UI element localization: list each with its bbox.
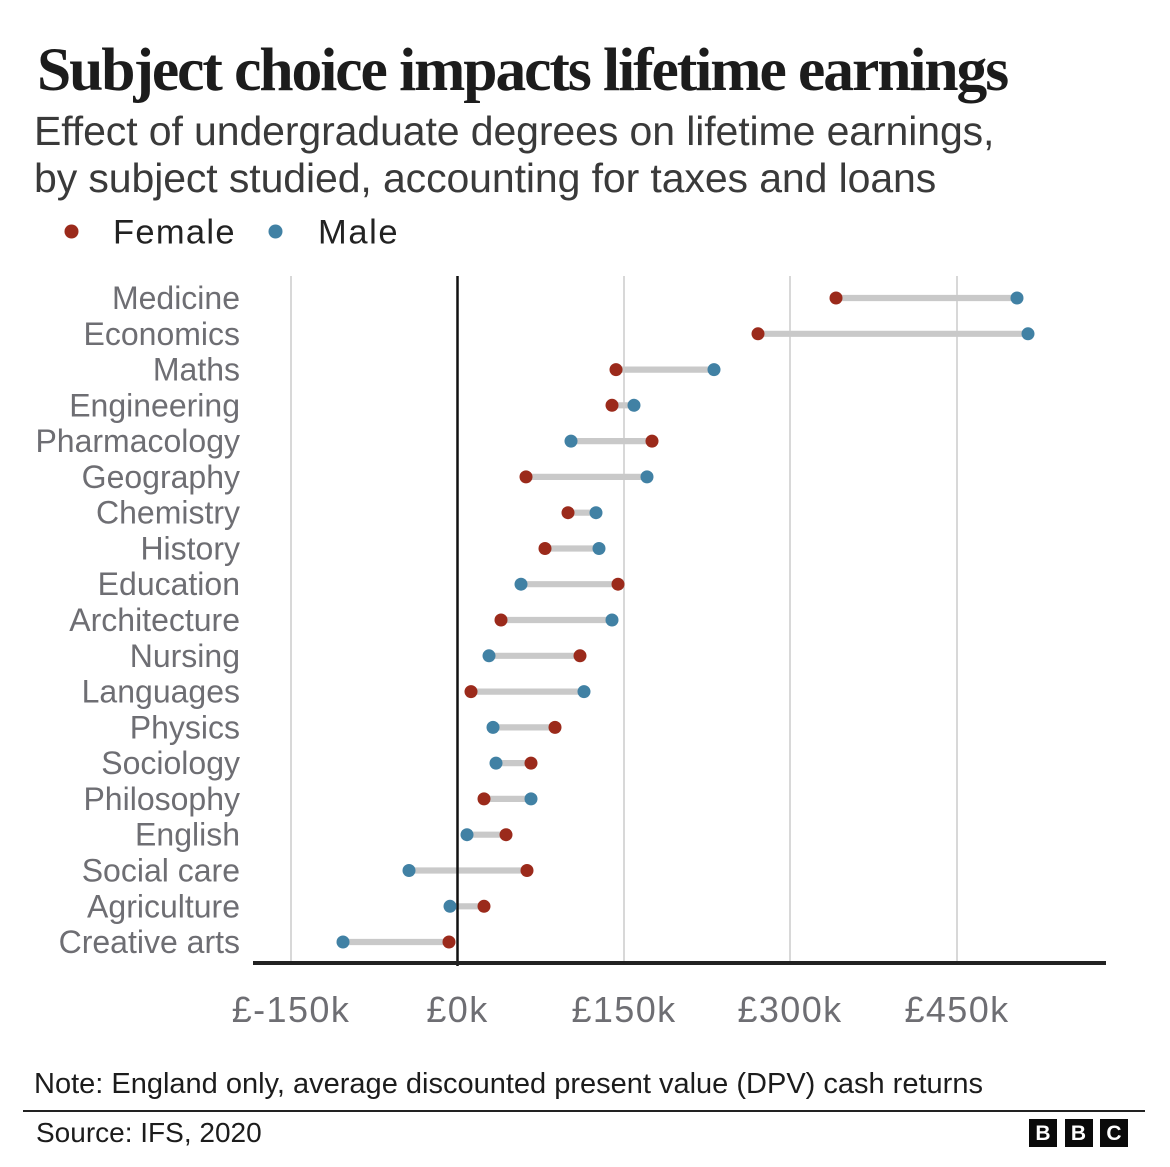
svg-text:Geography: Geography bbox=[82, 459, 240, 495]
svg-text:Creative arts: Creative arts bbox=[59, 924, 240, 960]
svg-text:Agriculture: Agriculture bbox=[87, 888, 240, 924]
svg-text:Maths: Maths bbox=[153, 352, 240, 388]
svg-text:£150k: £150k bbox=[571, 989, 676, 1030]
svg-text:Social care: Social care bbox=[82, 853, 240, 889]
svg-text:Medicine: Medicine bbox=[112, 280, 240, 316]
svg-text:Nursing: Nursing bbox=[130, 638, 240, 674]
svg-text:Languages: Languages bbox=[82, 674, 240, 710]
svg-text:£450k: £450k bbox=[904, 989, 1009, 1030]
svg-text:Architecture: Architecture bbox=[69, 602, 240, 638]
svg-text:Education: Education bbox=[98, 566, 240, 602]
svg-text:£-150k: £-150k bbox=[232, 989, 350, 1030]
svg-text:History: History bbox=[140, 531, 240, 567]
svg-text:Male: Male bbox=[318, 214, 399, 252]
svg-text:Philosophy: Philosophy bbox=[83, 781, 240, 817]
svg-text:Pharmacology: Pharmacology bbox=[35, 423, 240, 459]
svg-text:Engineering: Engineering bbox=[69, 387, 240, 423]
svg-text:Female: Female bbox=[113, 214, 236, 252]
svg-text:English: English bbox=[135, 817, 240, 853]
svg-text:Economics: Economics bbox=[84, 316, 241, 352]
svg-text:Physics: Physics bbox=[130, 709, 240, 745]
svg-text:Chemistry: Chemistry bbox=[96, 495, 240, 531]
svg-text:Sociology: Sociology bbox=[101, 745, 240, 781]
svg-text:£300k: £300k bbox=[737, 989, 842, 1030]
svg-text:£0k: £0k bbox=[426, 989, 488, 1030]
